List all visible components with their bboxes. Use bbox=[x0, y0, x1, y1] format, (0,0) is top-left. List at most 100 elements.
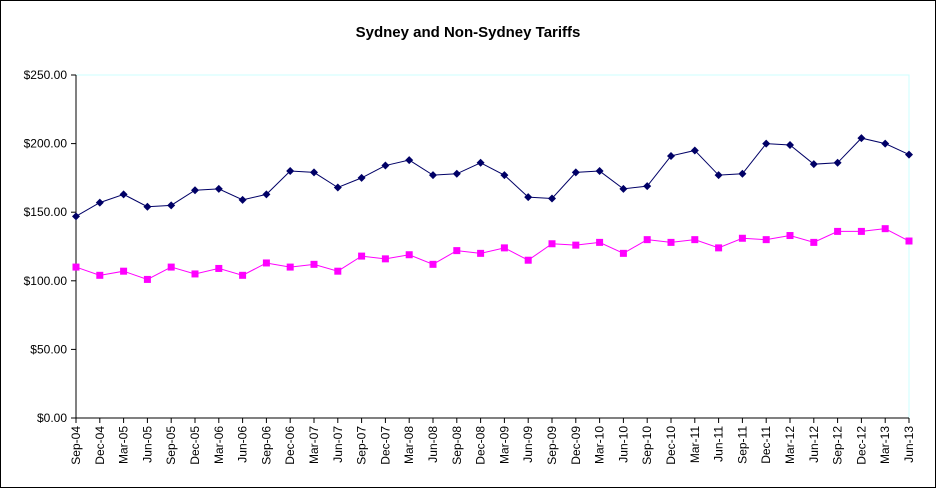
chart-title: Sydney and Non-Sydney Tariffs bbox=[356, 24, 581, 41]
x-tick-label: Mar-13 bbox=[878, 426, 892, 464]
plot-area bbox=[75, 74, 910, 419]
series-2-point bbox=[834, 227, 842, 235]
series-1-point bbox=[500, 171, 509, 180]
series-2-point bbox=[667, 238, 675, 246]
x-tick-label: Jun-08 bbox=[426, 426, 440, 463]
series-1-point bbox=[214, 184, 223, 193]
series-1-point bbox=[833, 158, 842, 167]
series-2-point bbox=[120, 267, 128, 275]
series-2-point bbox=[572, 241, 580, 249]
series-layer bbox=[72, 134, 913, 283]
x-tick-label: Sep-08 bbox=[450, 426, 464, 465]
x-tick-label: Sep-07 bbox=[355, 426, 369, 465]
series-2-point bbox=[548, 240, 556, 248]
series-1-point bbox=[524, 193, 533, 202]
series-2-point bbox=[334, 267, 342, 275]
x-tick-label: Dec-08 bbox=[474, 426, 488, 465]
x-tick-label: Mar-07 bbox=[307, 426, 321, 464]
x-tick-label: Mar-12 bbox=[783, 426, 797, 464]
x-tick-label: Dec-09 bbox=[569, 426, 583, 465]
x-tick-label: Mar-05 bbox=[117, 426, 131, 464]
y-tick-label: $250.00 bbox=[24, 68, 68, 82]
x-tick-label: Dec-04 bbox=[93, 426, 107, 465]
series-2-point bbox=[405, 251, 413, 259]
series-1-point bbox=[333, 183, 342, 192]
series-2-point bbox=[381, 255, 389, 263]
x-tick-label: Jun-10 bbox=[616, 426, 630, 463]
series-1-point bbox=[357, 173, 366, 182]
series-1-point bbox=[405, 156, 414, 165]
x-tick-label: Jun-09 bbox=[521, 426, 535, 463]
series-1-point bbox=[167, 201, 176, 210]
series-1-point bbox=[191, 186, 199, 195]
x-tick-label: Dec-06 bbox=[283, 426, 297, 465]
x-tick-label: Mar-08 bbox=[402, 426, 416, 464]
x-tick-label: Dec-12 bbox=[854, 426, 868, 465]
y-tick-label: $150.00 bbox=[24, 205, 68, 219]
series-2-point bbox=[596, 238, 604, 246]
series-2-point bbox=[786, 232, 794, 240]
series-1-point bbox=[452, 169, 461, 178]
series-1-point bbox=[119, 190, 128, 199]
y-axis: $0.00 $50.00 $100.00 $150.00 $200.00 $250.00 bbox=[24, 68, 76, 425]
x-tick-label: Sep-10 bbox=[640, 426, 654, 465]
x-tick-label: Dec-07 bbox=[378, 426, 392, 465]
y-tick-label: $100.00 bbox=[24, 274, 68, 288]
x-tick-label: Mar-09 bbox=[497, 426, 511, 464]
series-1-point bbox=[571, 168, 580, 177]
series-1-point bbox=[667, 151, 675, 160]
x-axis: Sep-04 Dec-04 Mar-05 Jun-05 Sep-05 Dec-05 Mar-… bbox=[69, 418, 916, 465]
x-tick-label: Dec-11 bbox=[759, 426, 773, 464]
series-1-point bbox=[762, 139, 771, 148]
series-2-point bbox=[429, 260, 437, 268]
series-2-point bbox=[857, 227, 865, 235]
series-2-point bbox=[262, 259, 270, 267]
series-2-point bbox=[310, 260, 318, 268]
series-1-point bbox=[786, 140, 794, 149]
x-tick-label: Jun-05 bbox=[140, 426, 154, 463]
x-tick-label: Jun-06 bbox=[236, 426, 250, 463]
series-1-point bbox=[738, 169, 747, 178]
series-2-point bbox=[905, 237, 913, 245]
x-tick-label: Dec-10 bbox=[664, 426, 678, 465]
series-1-point bbox=[310, 168, 318, 177]
series-2-point bbox=[72, 263, 80, 271]
series-1-point bbox=[72, 212, 80, 221]
x-tick-label: Sep-09 bbox=[545, 426, 559, 465]
series-1-point bbox=[429, 171, 437, 180]
series-2-point bbox=[715, 244, 723, 252]
series-1-point bbox=[381, 161, 390, 170]
y-tick-label: $200.00 bbox=[24, 137, 68, 151]
series-1-line bbox=[75, 137, 910, 217]
series-1-point bbox=[881, 139, 890, 148]
x-tick-label: Mar-10 bbox=[593, 426, 607, 464]
series-2-point bbox=[691, 236, 699, 244]
series-1-point bbox=[690, 146, 699, 155]
series-2-point bbox=[96, 271, 104, 279]
series-1-point bbox=[262, 190, 271, 199]
series-2-point bbox=[191, 270, 199, 278]
x-tick-label: Mar-06 bbox=[212, 426, 226, 464]
x-tick-label: Sep-05 bbox=[164, 426, 178, 465]
series-1-point bbox=[238, 195, 247, 204]
series-2-point bbox=[143, 275, 151, 283]
series-2-point bbox=[738, 234, 746, 242]
series-2-point bbox=[477, 249, 485, 257]
x-tick-label: Jun-07 bbox=[331, 426, 345, 463]
x-tick-label: Sep-04 bbox=[69, 426, 83, 465]
series-1-point bbox=[143, 202, 152, 211]
series-1-point bbox=[619, 184, 628, 193]
series-1-point bbox=[643, 182, 652, 191]
x-tick-label: Sep-12 bbox=[831, 426, 845, 465]
series-1-point bbox=[595, 167, 604, 176]
series-1-point bbox=[905, 150, 913, 159]
series-1-point bbox=[95, 198, 104, 207]
series-2-line bbox=[75, 228, 910, 280]
series-2-point bbox=[239, 271, 247, 279]
series-2-point bbox=[453, 247, 461, 255]
series-2-point bbox=[810, 238, 818, 246]
series-2-point bbox=[358, 252, 366, 260]
x-tick-label: Jun-12 bbox=[807, 426, 821, 463]
